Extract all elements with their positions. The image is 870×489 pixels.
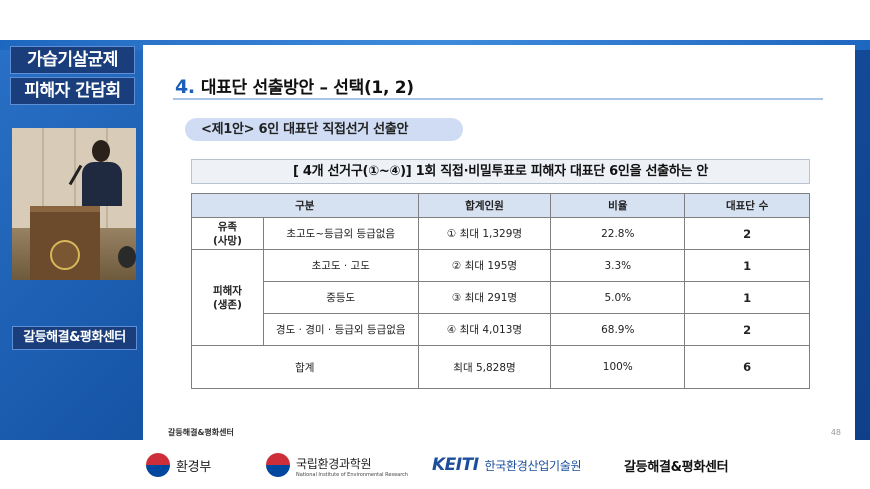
delegation-table: 구분 합계인원 비율 대표단 수 유족 (사망) 초고도~등급외 등급없음 ① … — [191, 193, 810, 389]
row-category: 초고도~등급외 등급없음 — [262, 217, 419, 250]
table-header-row: 구분 합계인원 비율 대표단 수 — [191, 193, 810, 218]
logo-center: 갈등해결&평화센터 — [624, 459, 729, 475]
organizer-label: 갈등해결&평화센터 — [12, 326, 137, 350]
row-reps: 1 — [684, 281, 810, 314]
row-ratio: 68.9% — [550, 313, 686, 346]
slide-footer-label: 갈등해결&평화센터 — [168, 428, 234, 437]
event-title-line1: 가습기살균제 — [10, 46, 135, 74]
row-reps: 2 — [684, 313, 810, 346]
proposal-label: <제1안> 6인 대표단 직접선거 선출안 — [185, 118, 463, 141]
row-people: ② 최대 195명 — [417, 249, 552, 282]
event-title-line2: 피해자 간담회 — [10, 77, 135, 105]
header-category: 구분 — [191, 193, 419, 218]
row-category: 경도 · 경미 · 등급외 등급없음 — [262, 313, 419, 346]
header-reps: 대표단 수 — [684, 193, 810, 218]
logo-keiti: KEITI 한국환경산업기술원 — [432, 455, 582, 475]
total-people: 최대 5,828명 — [417, 345, 552, 389]
group-survivors: 피해자 (생존) — [191, 249, 264, 346]
section-number: 4. — [175, 76, 195, 98]
total-ratio: 100% — [550, 345, 686, 389]
row-people: ③ 최대 291명 — [417, 281, 552, 314]
row-ratio: 5.0% — [550, 281, 686, 314]
section-title: 대표단 선출방안 – 선택(1, 2) — [200, 78, 414, 98]
speaker-body — [82, 162, 122, 206]
speaker-video-feed — [12, 128, 136, 280]
header-ratio: 비율 — [550, 193, 686, 218]
proposal-description: [ 4개 선거구(①~④)] 1회 직접·비밀투표로 피해자 대표단 6인을 선… — [191, 159, 810, 184]
row-ratio: 3.3% — [550, 249, 686, 282]
row-ratio: 22.8% — [550, 217, 686, 250]
speaker-head — [92, 140, 110, 162]
row-category: 초고도 · 고도 — [262, 249, 419, 282]
table-total-row: 합계 최대 5,828명 100% 6 — [191, 345, 810, 389]
slide-title: 4. 대표단 선출방안 – 선택(1, 2) — [175, 73, 414, 98]
logo-nier: 국립환경과학원 National Institute of Environmen… — [266, 452, 408, 478]
title-divider — [173, 98, 823, 100]
taeguk-icon — [266, 453, 290, 477]
row-reps: 1 — [684, 249, 810, 282]
taeguk-icon — [146, 453, 170, 477]
emblem-icon — [50, 240, 80, 270]
page-number: 48 — [830, 428, 841, 437]
total-reps: 6 — [684, 345, 810, 389]
row-people: ④ 최대 4,013명 — [417, 313, 552, 346]
row-people: ① 최대 1,329명 — [417, 217, 552, 250]
total-label: 합계 — [191, 345, 419, 389]
row-reps: 2 — [684, 217, 810, 250]
presentation-slide: 4. 대표단 선출방안 – 선택(1, 2) <제1안> 6인 대표단 직접선거 … — [143, 45, 855, 440]
audience-head — [118, 246, 136, 268]
row-category: 중등도 — [262, 281, 419, 314]
table-row: 중등도 ③ 최대 291명 5.0% 1 — [192, 281, 810, 314]
keiti-logo-mark: KEITI — [432, 455, 479, 475]
table-row: 경도 · 경미 · 등급외 등급없음 ④ 최대 4,013명 68.9% 2 — [192, 313, 810, 346]
event-title: 가습기살균제 피해자 간담회 — [10, 46, 135, 108]
logo-ministry: 환경부 — [146, 452, 211, 478]
header-people: 합계인원 — [417, 193, 552, 218]
table-row: 유족 (사망) 초고도~등급외 등급없음 ① 최대 1,329명 22.8% 2 — [191, 217, 810, 250]
sponsor-logos: 환경부 국립환경과학원 National Institute of Enviro… — [0, 440, 870, 489]
group-bereaved: 유족 (사망) — [191, 217, 264, 250]
table-row: 피해자 (생존) 초고도 · 고도 ② 최대 195명 3.3% 1 — [191, 249, 810, 346]
